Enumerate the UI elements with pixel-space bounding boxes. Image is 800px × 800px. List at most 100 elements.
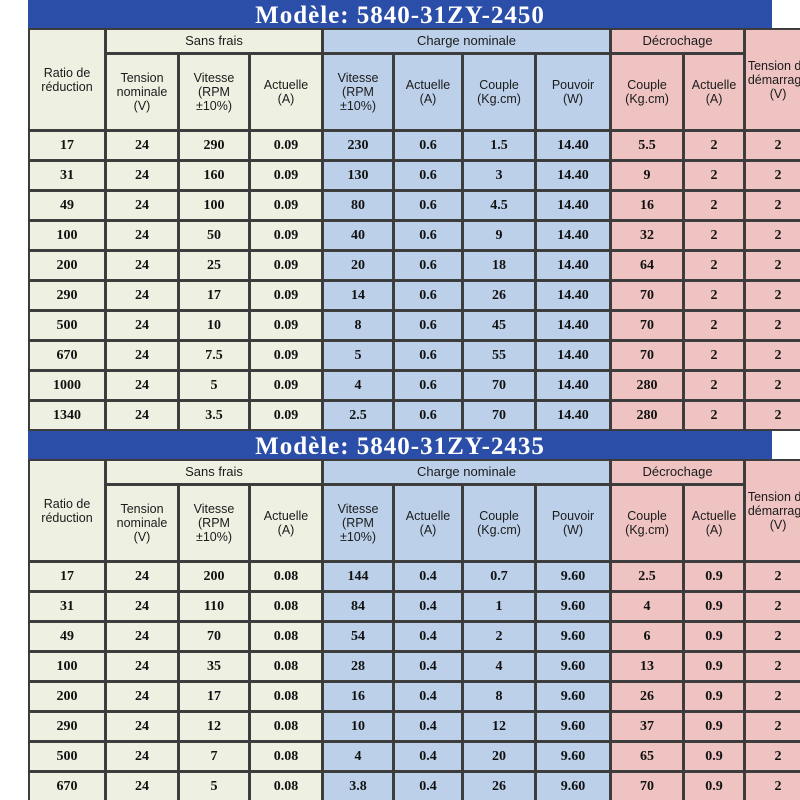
cell-rated-speed: 3.8 [323,772,394,800]
spec-table-2: Ratio de réduction Sans frais Charge nom… [28,459,800,800]
cell-starting-voltage: 2 [745,562,800,591]
header-group-no-load: Sans frais [106,29,323,53]
header-no-load-current: Actuelle (A) [250,54,323,130]
cell-no-load-voltage: 24 [106,191,178,220]
cell-rated-power: 14.40 [536,251,611,280]
cell-rated-power: 14.40 [536,311,611,340]
cell-starting-voltage: 2 [745,161,800,190]
cell-no-load-speed: 5 [179,371,249,400]
header-ratio: Ratio de réduction [29,29,105,130]
table-row: 200 24 17 0.08 16 0.4 8 9.60 26 0.9 2 [29,682,800,711]
cell-ratio: 1000 [29,371,105,400]
cell-rated-power: 14.40 [536,281,611,310]
cell-starting-voltage: 2 [745,371,800,400]
cell-ratio: 290 [29,712,105,741]
cell-no-load-speed: 70 [179,622,249,651]
cell-no-load-speed: 7.5 [179,341,249,370]
cell-rated-current: 0.4 [394,652,463,681]
cell-no-load-current: 0.09 [250,371,323,400]
table-row: 1340 24 3.5 0.09 2.5 0.6 70 14.40 280 2 2 [29,401,800,430]
cell-no-load-voltage: 24 [106,401,178,430]
cell-ratio: 1340 [29,401,105,430]
header-group-no-load: Sans frais [106,460,323,484]
cell-no-load-voltage: 24 [106,652,178,681]
cell-no-load-voltage: 24 [106,221,178,250]
spec-table-2-body: Ratio de réduction Sans frais Charge nom… [29,460,800,800]
cell-rated-speed: 2.5 [323,401,394,430]
cell-no-load-current: 0.08 [250,682,323,711]
cell-stall-current: 2 [684,251,745,280]
cell-ratio: 31 [29,161,105,190]
table-row: 17 24 290 0.09 230 0.6 1.5 14.40 5.5 2 2 [29,131,800,160]
cell-stall-current: 0.9 [684,622,745,651]
header-rated-power: Pouvoir (W) [536,54,611,130]
cell-rated-speed: 130 [323,161,394,190]
cell-rated-torque: 18 [463,251,536,280]
cell-starting-voltage: 2 [745,251,800,280]
cell-no-load-voltage: 24 [106,562,178,591]
cell-no-load-speed: 35 [179,652,249,681]
cell-rated-power: 9.60 [536,592,611,621]
cell-rated-power: 14.40 [536,371,611,400]
table-row: 100 24 50 0.09 40 0.6 9 14.40 32 2 2 [29,221,800,250]
cell-stall-current: 0.9 [684,682,745,711]
cell-rated-torque: 4.5 [463,191,536,220]
cell-stall-torque: 6 [611,622,684,651]
cell-no-load-current: 0.08 [250,562,323,591]
cell-no-load-current: 0.08 [250,742,323,771]
cell-no-load-current: 0.08 [250,772,323,800]
cell-no-load-voltage: 24 [106,341,178,370]
header-stall-current: Actuelle (A) [684,485,745,561]
cell-ratio: 500 [29,311,105,340]
table-row: 200 24 25 0.09 20 0.6 18 14.40 64 2 2 [29,251,800,280]
table-row: 100 24 35 0.08 28 0.4 4 9.60 13 0.9 2 [29,652,800,681]
header-group-row: Ratio de réduction Sans frais Charge nom… [29,460,800,561]
cell-stall-current: 2 [684,371,745,400]
table-row: 670 24 7.5 0.09 5 0.6 55 14.40 70 2 2 [29,341,800,370]
header-rated-current: Actuelle (A) [394,485,463,561]
cell-stall-current: 2 [684,191,745,220]
cell-no-load-current: 0.09 [250,281,323,310]
cell-stall-torque: 70 [611,341,684,370]
cell-rated-power: 14.40 [536,191,611,220]
cell-no-load-current: 0.09 [250,131,323,160]
cell-rated-power: 14.40 [536,341,611,370]
header-sub-row: Tension nominale (V) Vitesse (RPM ±10%) … [29,485,800,561]
cell-rated-speed: 14 [323,281,394,310]
cell-no-load-current: 0.08 [250,622,323,651]
cell-no-load-speed: 10 [179,311,249,340]
cell-stall-current: 2 [684,131,745,160]
cell-stall-current: 2 [684,401,745,430]
cell-starting-voltage: 2 [745,622,800,651]
header-group-stall: Décrochage [611,29,745,53]
cell-rated-torque: 8 [463,682,536,711]
header-stall-current: Actuelle (A) [684,54,745,130]
cell-stall-torque: 9 [611,161,684,190]
cell-rated-power: 9.60 [536,742,611,771]
cell-rated-current: 0.4 [394,772,463,800]
cell-rated-current: 0.6 [394,191,463,220]
table-row: 500 24 10 0.09 8 0.6 45 14.40 70 2 2 [29,311,800,340]
cell-no-load-speed: 100 [179,191,249,220]
cell-rated-torque: 1.5 [463,131,536,160]
cell-rated-torque: 3 [463,161,536,190]
cell-stall-torque: 5.5 [611,131,684,160]
cell-stall-current: 0.9 [684,742,745,771]
header-stall-torque: Couple (Kg.cm) [611,54,684,130]
cell-no-load-voltage: 24 [106,622,178,651]
cell-rated-speed: 230 [323,131,394,160]
cell-rated-torque: 20 [463,742,536,771]
header-group-stall: Décrochage [611,460,745,484]
cell-no-load-current: 0.09 [250,401,323,430]
cell-rated-power: 14.40 [536,161,611,190]
cell-no-load-speed: 5 [179,772,249,800]
cell-rated-current: 0.6 [394,221,463,250]
spec-block-1: Modèle: 5840-31ZY-2450 Ratio de réductio… [28,0,800,431]
cell-no-load-current: 0.09 [250,191,323,220]
header-no-load-voltage: Tension nominale (V) [106,54,178,130]
cell-rated-torque: 26 [463,772,536,800]
cell-no-load-speed: 12 [179,712,249,741]
cell-no-load-current: 0.08 [250,592,323,621]
cell-rated-power: 9.60 [536,682,611,711]
cell-rated-current: 0.4 [394,682,463,711]
